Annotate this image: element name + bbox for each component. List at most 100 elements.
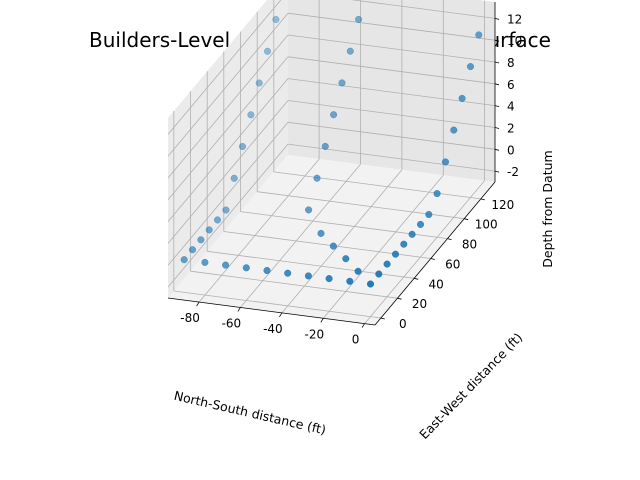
data-point	[325, 275, 333, 283]
data-point	[317, 229, 325, 237]
x-tick-mark	[237, 307, 241, 312]
y-tick-mark	[447, 238, 452, 240]
grid-line-z-back	[167, 100, 289, 244]
grid-line-z-back	[167, 56, 289, 201]
z-tick-label: -2	[507, 165, 519, 179]
grid-line-z-back	[167, 12, 289, 157]
y-axis-label: East-West distance (ft)	[416, 330, 525, 442]
data-point	[329, 242, 337, 250]
y-tick-label: 20	[412, 297, 427, 311]
data-point	[408, 230, 416, 238]
grid-line-y-floor	[173, 290, 381, 319]
grid-line-z-back	[167, 78, 289, 222]
data-point	[242, 264, 250, 272]
grid-line-z-side	[287, 34, 496, 63]
data-point	[305, 206, 313, 214]
grid-line-z-side	[350, 0, 496, 19]
data-point	[346, 47, 354, 55]
y-tick-mark	[380, 317, 385, 320]
y-tick-label: 40	[429, 277, 444, 291]
data-point	[366, 280, 375, 288]
data-point	[391, 250, 400, 258]
x-tick-label: -60	[222, 316, 242, 330]
data-point	[188, 246, 197, 254]
data-point	[354, 267, 362, 275]
grid-line-z-back	[167, 34, 289, 179]
grid-line-z-back	[167, 0, 282, 135]
data-points	[180, 15, 483, 288]
x-tick-label: 0	[352, 333, 360, 347]
z-tick-label: 2	[507, 122, 515, 136]
y-tick-mark	[430, 258, 435, 260]
y-tick-mark	[414, 277, 419, 280]
y-tick-label: 60	[445, 258, 460, 272]
data-point	[272, 15, 280, 24]
data-point	[458, 94, 466, 102]
data-point	[304, 272, 312, 280]
data-point	[425, 210, 433, 219]
data-point	[342, 255, 350, 263]
y-tick-mark	[397, 297, 402, 300]
z-tick-mark	[494, 18, 500, 20]
data-point	[338, 79, 346, 87]
x-tick-mark	[320, 318, 324, 323]
data-point	[222, 206, 230, 214]
x-tick-label: -80	[180, 311, 200, 325]
data-point	[222, 261, 230, 269]
data-point	[197, 236, 205, 244]
x-axis-line	[167, 297, 376, 326]
y-tick-mark	[480, 198, 485, 201]
data-point	[441, 158, 450, 166]
grid-line-z-back	[167, 122, 289, 266]
data-point	[400, 240, 408, 248]
z-tick-mark	[494, 127, 500, 129]
data-point	[255, 79, 263, 87]
z-tick-mark	[494, 148, 500, 151]
data-point	[355, 15, 363, 23]
data-point	[330, 111, 338, 119]
grid-line-z-side	[287, 143, 496, 172]
x-tick-mark	[361, 323, 365, 328]
data-point	[346, 277, 354, 285]
data-point	[284, 269, 292, 277]
z-tick-mark	[494, 105, 500, 107]
grid-line-x-floor	[240, 164, 361, 308]
z-axis-label: Depth from Datum	[540, 150, 555, 267]
z-tick-label: 8	[507, 56, 515, 70]
x-axis-label: North-South distance (ft)	[173, 388, 328, 438]
pane-floor	[168, 155, 495, 325]
data-point	[247, 111, 255, 119]
grid-line-y-floor	[273, 171, 481, 200]
x-tick-mark	[279, 312, 283, 318]
data-point	[180, 256, 188, 264]
data-point	[263, 47, 272, 55]
axis-lines	[167, 2, 500, 328]
z-tick-mark	[494, 61, 500, 64]
y-tick-mark	[464, 218, 469, 221]
z-tick-mark	[494, 39, 500, 42]
y-tick-label: 0	[399, 317, 407, 331]
data-point	[433, 190, 441, 198]
z-tick-mark	[494, 170, 500, 173]
y-axis-line	[374, 181, 496, 326]
grid-lines	[167, 0, 496, 324]
data-point	[238, 142, 247, 151]
data-point	[213, 216, 222, 224]
y-tick-label: 120	[491, 198, 514, 212]
x-tick-mark	[196, 301, 200, 307]
grid-line-z-side	[287, 100, 496, 128]
pane-back	[168, 0, 288, 298]
grid-line-z-side	[287, 121, 496, 150]
grid-line-z-side	[287, 12, 496, 41]
z-tick-label: 0	[507, 143, 515, 157]
data-point	[205, 226, 213, 234]
x-tick-label: -40	[263, 322, 283, 336]
grid-line-x-floor	[281, 169, 403, 314]
data-point	[466, 63, 475, 71]
z-tick-label: 12	[507, 12, 522, 26]
data-point	[313, 174, 321, 182]
data-point	[230, 174, 238, 182]
z-tick-mark	[494, 83, 500, 86]
grid-line-x-floor	[198, 158, 320, 303]
